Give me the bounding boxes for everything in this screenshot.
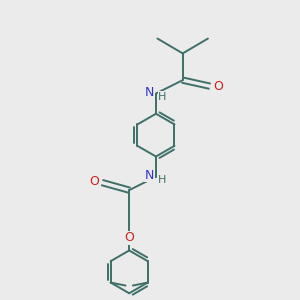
Text: H: H	[158, 175, 167, 185]
Text: N: N	[145, 169, 154, 182]
Text: N: N	[145, 85, 154, 98]
Text: O: O	[213, 80, 223, 93]
Text: O: O	[89, 175, 99, 188]
Text: O: O	[124, 231, 134, 244]
Text: H: H	[158, 92, 167, 101]
